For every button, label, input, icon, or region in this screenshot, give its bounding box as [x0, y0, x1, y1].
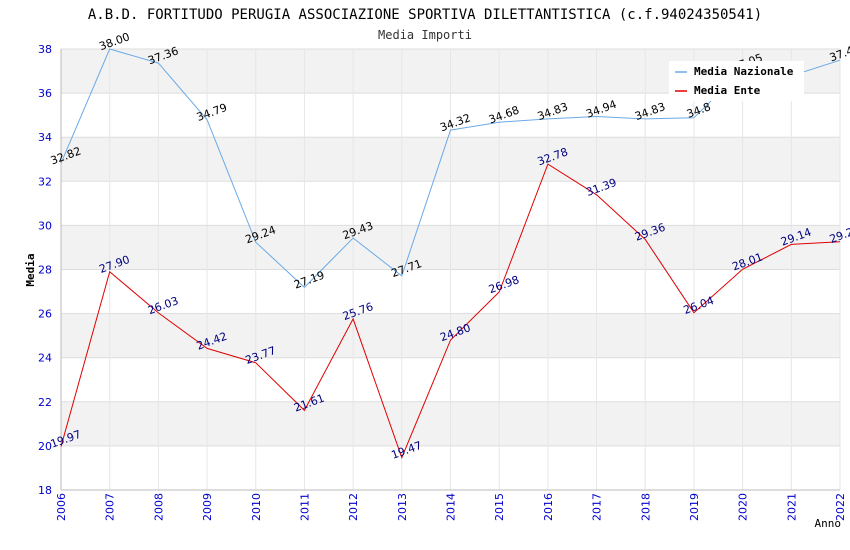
- y-tick-label: 18: [38, 484, 52, 497]
- y-tick-labels: 18 20 22 24 26 28 30 32 34 36 38: [38, 43, 52, 497]
- x-tick-label: 2016: [542, 493, 555, 521]
- y-tick-label: 34: [38, 131, 52, 144]
- data-label: 34.79: [195, 101, 229, 124]
- x-tick-label: 2008: [152, 493, 165, 521]
- y-axis-label: Media: [24, 253, 37, 286]
- x-tick-label: 2012: [347, 493, 360, 521]
- chart-title: A.B.D. FORTITUDO PERUGIA ASSOCIAZIONE SP…: [88, 7, 762, 23]
- x-tick-label: 2010: [250, 493, 263, 521]
- chart-subtitle: Media Importi: [378, 28, 472, 42]
- data-label: 34.32: [438, 111, 472, 134]
- data-label: 34.8: [685, 100, 712, 121]
- data-label: 27.19: [292, 269, 326, 292]
- series-lines: [60, 48, 841, 459]
- y-tick-label: 22: [38, 396, 52, 409]
- x-tick-label: 2018: [639, 493, 652, 521]
- x-tick-label: 2009: [201, 493, 214, 521]
- x-tick-label: 2007: [104, 493, 117, 521]
- x-tick-label: 2019: [688, 493, 701, 521]
- legend-box: [669, 61, 804, 101]
- series-line-media-ente: [60, 163, 841, 459]
- x-tick-label: 2017: [591, 493, 604, 521]
- y-tick-label: 38: [38, 43, 52, 56]
- legend: Media Nazionale Media Ente: [669, 61, 804, 101]
- y-tick-label: 26: [38, 308, 52, 321]
- x-tick-label: 2013: [396, 493, 409, 521]
- x-tick-label: 2015: [493, 493, 506, 521]
- x-tick-label: 2021: [785, 493, 798, 521]
- x-tick-label: 2014: [445, 493, 458, 521]
- data-label: 26.98: [487, 273, 521, 296]
- chart-axes: [60, 49, 840, 491]
- x-tick-label: 2006: [55, 493, 68, 521]
- y-tick-label: 24: [38, 352, 52, 365]
- y-tick-label: 20: [38, 440, 52, 453]
- data-label: 37.49: [828, 41, 850, 64]
- y-tick-label: 36: [38, 87, 52, 100]
- x-tick-label: 2011: [298, 493, 311, 521]
- legend-label-nazionale: Media Nazionale: [694, 65, 794, 78]
- data-label: 34.68: [487, 103, 521, 126]
- data-label: 34.83: [633, 100, 667, 123]
- series-line-media-nazionale: [60, 48, 841, 289]
- chart-gridlines: [60, 48, 841, 491]
- y-tick-label: 30: [38, 219, 52, 232]
- x-tick-label: 2020: [737, 493, 750, 521]
- legend-label-ente: Media Ente: [694, 84, 761, 97]
- x-tick-label: 2022: [834, 493, 847, 521]
- y-tick-label: 32: [38, 175, 52, 188]
- y-tick-label: 28: [38, 264, 52, 277]
- x-tick-labels: 2006 2007 2008 2009 2010 2011 2012 2013 2014 2015…: [55, 493, 847, 521]
- data-label: 34.83: [536, 100, 570, 123]
- x-axis-label: Anno: [815, 517, 842, 530]
